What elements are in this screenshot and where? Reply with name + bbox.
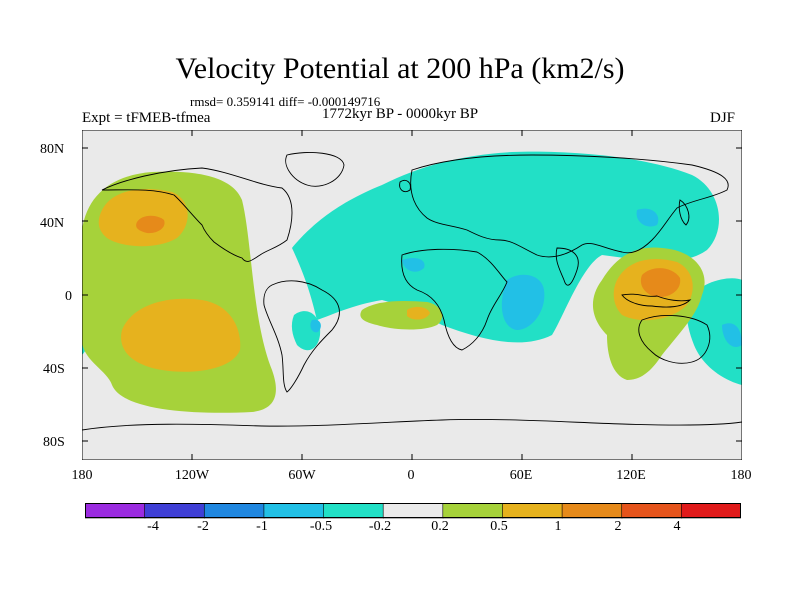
lon-tick-180e: 180 xyxy=(730,468,752,483)
colorbar-label: -1 xyxy=(256,519,268,534)
lon-tick-60w: 60W xyxy=(288,468,316,483)
positive-anomaly-region xyxy=(82,255,152,280)
colorbar-swatch xyxy=(681,503,741,519)
strong-positive-core-region xyxy=(640,268,681,298)
antarctica-coastline xyxy=(82,419,742,431)
colorbar-label: -4 xyxy=(147,519,159,534)
colorbar-swatch xyxy=(561,503,623,519)
colorbar-label: 2 xyxy=(614,519,622,534)
north-america-coastline xyxy=(101,167,293,262)
lat-ticks xyxy=(82,147,742,442)
india-coastline xyxy=(555,247,579,286)
negative-core-region xyxy=(501,274,545,330)
colorbar-swatch xyxy=(442,503,504,519)
lat-tick-40n: 40N xyxy=(40,216,65,231)
strong-positive-core-region xyxy=(136,215,165,234)
plot-title: Velocity Potential at 200 hPa (km2/s) xyxy=(175,52,625,85)
lat-tick-80s: 80S xyxy=(43,435,65,450)
south-america-coastline xyxy=(263,280,340,393)
positive-core-region xyxy=(121,298,241,372)
negative-anomaly-region xyxy=(686,278,742,385)
eurasia-coastline xyxy=(410,154,729,258)
colorbar-swatch xyxy=(323,503,384,519)
lon-tick-0: 0 xyxy=(407,468,415,483)
colorbar-swatch xyxy=(203,503,265,519)
stats-line: rmsd= 0.359141 diff= -0.000149716 xyxy=(190,94,381,109)
negative-core-region xyxy=(636,208,659,227)
negative-core-region xyxy=(722,323,742,348)
colorbar-label: 4 xyxy=(673,519,681,534)
negative-anomaly-region xyxy=(292,151,719,343)
colorbar-label: -2 xyxy=(197,519,209,534)
coastlines xyxy=(82,152,742,431)
lon-ticks xyxy=(191,130,633,460)
negative-core-region xyxy=(402,257,425,272)
colorbar-label: 0.2 xyxy=(431,519,449,534)
colorbar-swatch xyxy=(382,503,444,519)
positive-core-region xyxy=(407,306,430,320)
colorbar-swatch xyxy=(85,503,146,519)
colorbar-swatch xyxy=(144,503,206,519)
lat-tick-80n: 80N xyxy=(40,142,65,157)
colorbar-label: 0.5 xyxy=(490,519,508,534)
greenland-coastline xyxy=(285,152,345,187)
africa-coastline xyxy=(401,248,508,351)
colorbar-label: -0.5 xyxy=(309,519,333,534)
lon-tick-180w: 180 xyxy=(71,468,93,483)
indonesia-coastline xyxy=(621,293,692,308)
lon-tick-120e: 120E xyxy=(616,468,646,483)
lon-tick-120w: 120W xyxy=(174,468,210,483)
colorbar-label: 1 xyxy=(554,519,562,534)
colorbar xyxy=(85,503,741,519)
colorbar-label: -0.2 xyxy=(368,519,392,534)
uk-coastline xyxy=(399,179,411,193)
australia-coastline xyxy=(638,315,711,364)
negative-core-region xyxy=(310,319,321,333)
lat-tick-0: 0 xyxy=(65,289,72,304)
colorbar-swatch xyxy=(263,503,325,519)
colorbar-swatch xyxy=(502,503,563,519)
japan-coastline xyxy=(678,199,690,226)
lat-tick-40s: 40S xyxy=(43,362,65,377)
colorbar-swatch xyxy=(621,503,683,519)
experiment-label: Expt = tFMEB-tfmea xyxy=(82,110,211,126)
map-panel xyxy=(82,130,742,460)
period-label: 1772kyr BP - 0000kyr BP xyxy=(322,106,479,122)
season-label: DJF xyxy=(710,110,736,126)
lon-tick-60e: 60E xyxy=(509,468,533,483)
